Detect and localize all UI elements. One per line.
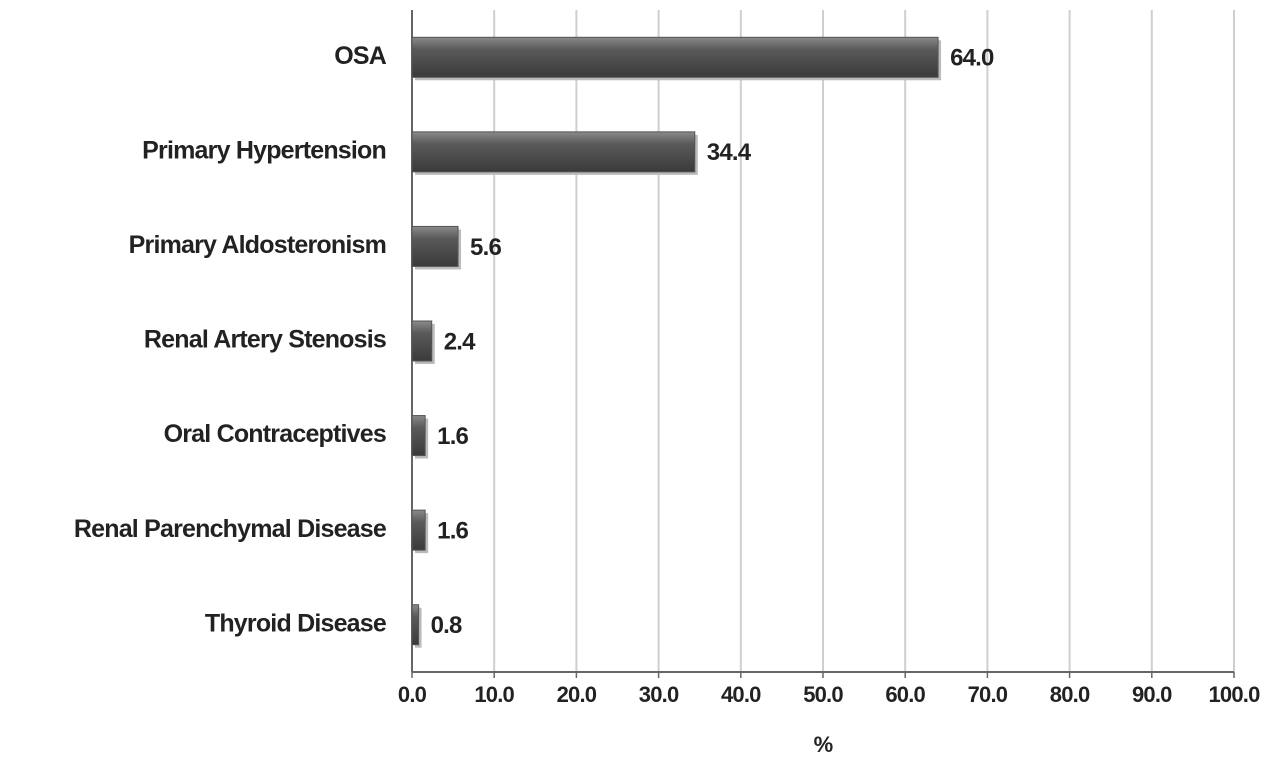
x-axis-title: % (814, 732, 833, 757)
y-tick-label: OSA (334, 42, 387, 70)
x-tick-label: 40.0 (721, 682, 761, 707)
value-label: 1.6 (437, 423, 468, 450)
x-tick-label: 90.0 (1132, 682, 1172, 707)
x-tick-label: 70.0 (968, 682, 1008, 707)
y-tick-label: Primary Aldosteronism (129, 231, 386, 259)
value-label: 64.0 (950, 45, 994, 72)
bar (411, 320, 433, 362)
y-tick-label: Primary Hypertension (142, 136, 386, 164)
x-tick-label: 60.0 (885, 682, 925, 707)
x-tick-label: 20.0 (557, 682, 597, 707)
x-tick-label: 30.0 (639, 682, 679, 707)
y-tick-label: Renal Parenchymal Disease (74, 515, 387, 543)
value-label: 34.4 (707, 139, 752, 166)
value-label: 0.8 (431, 612, 462, 639)
bar (411, 36, 939, 78)
bar (411, 225, 459, 267)
bar (411, 131, 696, 173)
bar (411, 604, 420, 646)
value-label: 5.6 (470, 234, 501, 261)
value-label: 2.4 (444, 328, 476, 355)
x-tick-label: 50.0 (803, 682, 843, 707)
y-tick-label: Oral Contraceptives (164, 420, 386, 448)
x-tick-label: 10.0 (474, 682, 514, 707)
y-tick-label: Thyroid Disease (205, 609, 387, 637)
bar (411, 509, 426, 551)
x-tick-label: 100.0 (1208, 682, 1260, 707)
bar (411, 415, 426, 457)
x-tick-label: 0.0 (398, 682, 427, 707)
value-label: 1.6 (437, 517, 468, 544)
x-tick-label: 80.0 (1050, 682, 1090, 707)
y-tick-label: Renal Artery Stenosis (144, 326, 386, 354)
